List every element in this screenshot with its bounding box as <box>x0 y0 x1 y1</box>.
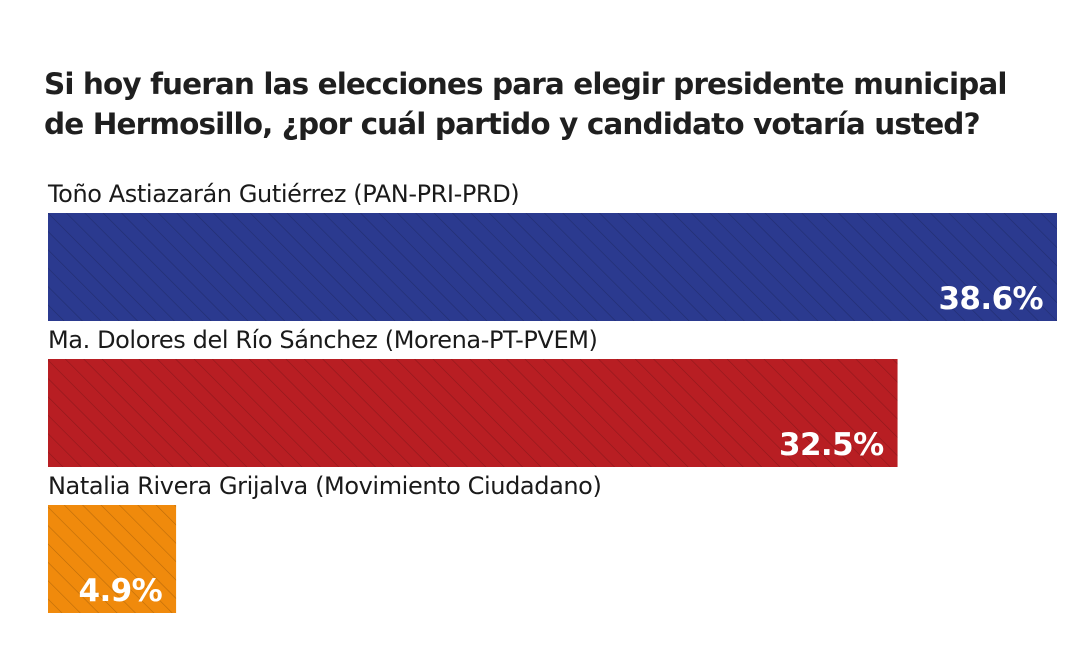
chart-title-line-2: de Hermosillo, ¿por cuál partido y candi… <box>44 107 981 141</box>
value-label: 4.9% <box>79 573 163 609</box>
category-label: Toño Astiazarán Gutiérrez (PAN-PRI-PRD) <box>47 180 519 208</box>
chart-title-line-1: Si hoy fueran las elecciones para elegir… <box>44 67 1007 101</box>
bar-hatch <box>48 359 898 467</box>
chart-title: Si hoy fueran las elecciones para elegir… <box>44 64 1024 144</box>
category-label: Ma. Dolores del Río Sánchez (Morena-PT-P… <box>48 326 597 354</box>
bar-hatch <box>48 505 177 613</box>
value-label: 38.6% <box>938 281 1043 317</box>
bar-hatch <box>48 213 1057 321</box>
category-label: Natalia Rivera Grijalva (Movimiento Ciud… <box>48 472 601 500</box>
value-label: 32.5% <box>779 427 884 463</box>
